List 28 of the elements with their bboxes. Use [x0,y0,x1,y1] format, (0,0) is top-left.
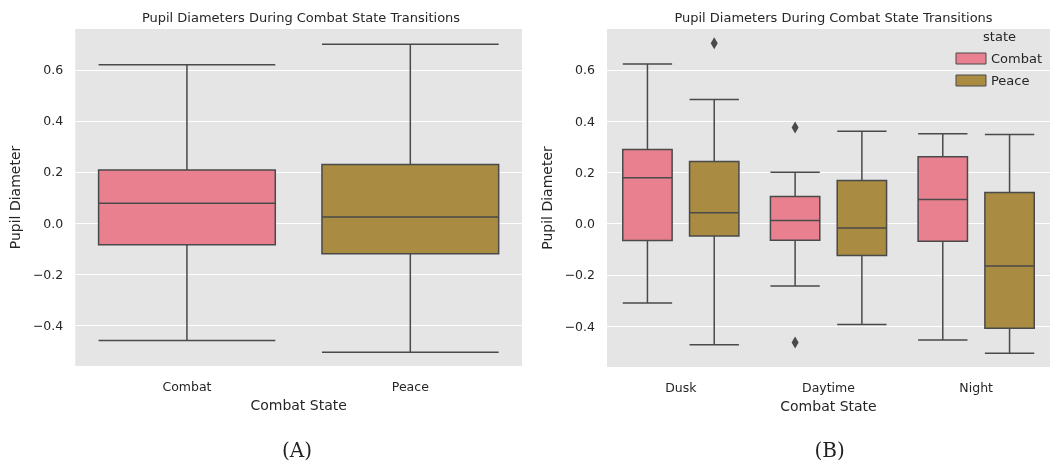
y-tick-label: 0.0 [575,216,596,232]
text: (A) [282,438,313,462]
y-tick-label: 0.4 [43,113,64,129]
y-tick-label: −0.2 [32,266,64,282]
y-tick-label: 0.4 [575,113,596,129]
y-axis-title: Pupil Diameter [7,145,23,250]
y-tick-label: 0.6 [575,62,596,78]
y-tick-label: −0.2 [564,267,595,283]
x-tick-label: Night [959,380,994,395]
y-tick-label: −0.4 [32,317,64,333]
x-axis-title: Combat State [250,396,347,413]
y-tick-label: −0.4 [564,318,596,334]
y-tick-label: 0.0 [43,215,64,231]
x-tick-label: Daytime [802,380,856,395]
x-axis-title: Combat State [780,397,877,414]
x-tick-label: Dusk [665,380,698,395]
chart-title: Pupil Diameters During Combat State Transitions [674,10,993,25]
y-axis-title: Pupil Diameter [538,145,555,250]
text: (B) [814,438,845,462]
legend-label: Combat [990,51,1043,66]
chart-title: Pupil Diameters During Combat State Transitions [141,10,461,25]
legend-label: Peace [990,73,1030,88]
y-tick-label: 0.6 [43,62,64,78]
x-tick-label: Peace [391,379,430,394]
y-tick-label: 0.2 [43,164,64,180]
y-tick-label: 0.2 [575,164,595,180]
x-tick-label: Combat [162,379,212,394]
legend-title: state [983,29,1017,44]
